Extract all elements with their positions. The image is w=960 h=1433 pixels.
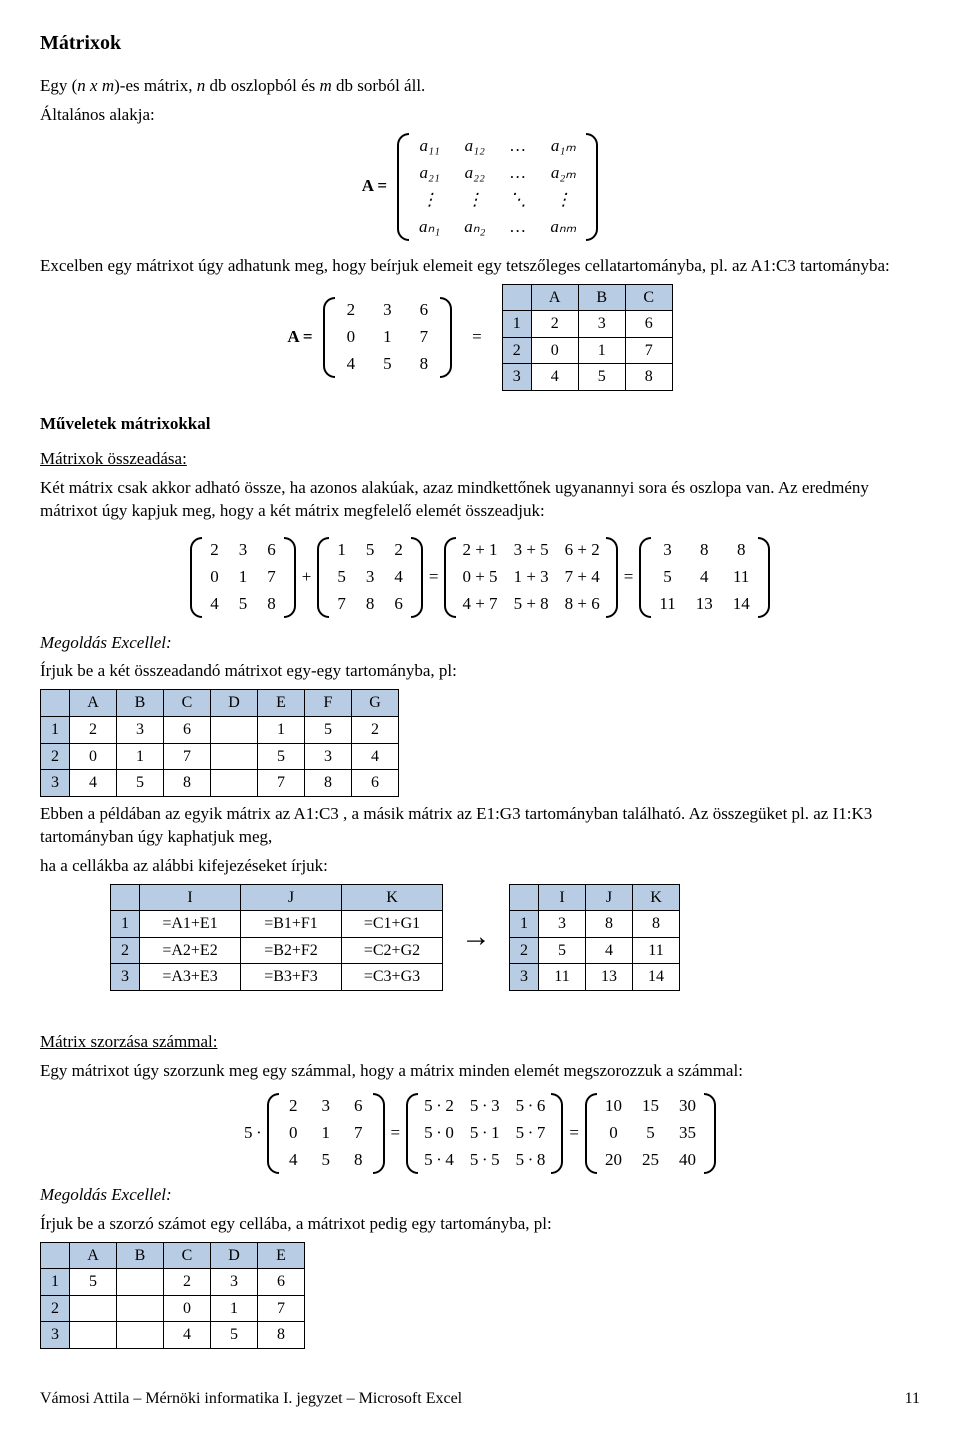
- mul-text: Egy mátrixot úgy szorzunk meg egy számma…: [40, 1060, 920, 1083]
- excel-table-add: ABCDEFG123615220175343458786: [40, 689, 399, 796]
- add-heading: Mátrixok összeadása:: [40, 448, 920, 471]
- mul-heading: Mátrix szorzása számmal:: [40, 1031, 920, 1054]
- intro-line-2: Általános alakja:: [40, 104, 920, 127]
- page-footer: Vámosi Attila – Mérnöki informatika I. j…: [40, 1388, 920, 1410]
- mul-equation: 5 ∙ 236017458 = 5 ∙ 25 ∙ 35 ∙ 65 ∙ 05 ∙ …: [40, 1093, 920, 1174]
- arrow-icon: →: [461, 917, 491, 958]
- add-after-1: Ebben a példában az egyik mátrix az A1:C…: [40, 803, 920, 849]
- add-equation: 236017458 + 152534786 = 2 + 13 + 56 + 20…: [40, 537, 920, 618]
- excel-table-formulas: IJK1=A1+E1=B1+F1=C1+G12=A2+E2=B2+F2=C2+G…: [110, 884, 443, 991]
- solution-label-1: Megoldás Excellel:: [40, 632, 920, 655]
- intro-line-1: Egy (n x m)-es mátrix, n db oszlopból és…: [40, 75, 920, 98]
- footer-left: Vámosi Attila – Mérnöki informatika I. j…: [40, 1388, 462, 1410]
- excel-table-result: IJK1388254113111314: [509, 884, 680, 991]
- example-a-row: A = 236017458 = ABC123620173458: [40, 284, 920, 391]
- excel-table-mul: ABCDE1523620173458: [40, 1242, 305, 1349]
- mul-excel-text: Írjuk be a szorzó számot egy cellába, a …: [40, 1213, 920, 1236]
- add-excel-text: Írjuk be a két összeadandó mátrixot egy-…: [40, 660, 920, 683]
- excel-intro: Excelben egy mátrixot úgy adhatunk meg, …: [40, 255, 920, 278]
- general-matrix: A = a₁₁a₁₂…a₁ₘa₂₁a₂₂…a₂ₘ⋮⋮⋱⋮aₙ₁aₙ₂…aₙₘ: [40, 133, 920, 241]
- formula-result-row: IJK1=A1+E1=B1+F1=C1+G12=A2+E2=B2+F2=C2+G…: [110, 884, 920, 991]
- matrix-lhs: A =: [362, 175, 387, 198]
- excel-table-a: ABC123620173458: [502, 284, 673, 391]
- page: Mátrixok Egy (n x m)-es mátrix, n db osz…: [0, 0, 960, 1430]
- page-title: Mátrixok: [40, 30, 920, 57]
- add-text: Két mátrix csak akkor adható össze, ha a…: [40, 477, 920, 523]
- solution-label-2: Megoldás Excellel:: [40, 1184, 920, 1207]
- add-after-2: ha a cellákba az alábbi kifejezéseket ír…: [40, 855, 920, 878]
- footer-page-number: 11: [905, 1388, 920, 1410]
- ops-heading: Műveletek mátrixokkal: [40, 413, 920, 436]
